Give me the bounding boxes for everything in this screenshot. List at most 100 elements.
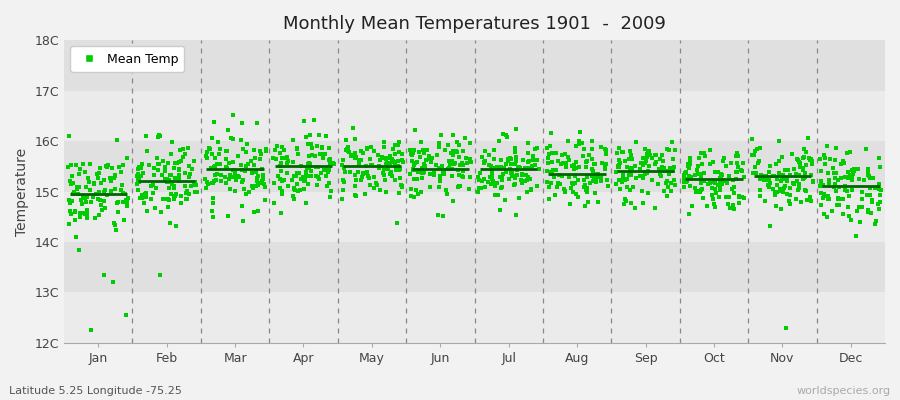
Point: [778, 176, 793, 182]
Point: [105, 279, 120, 286]
Point: [725, 177, 740, 184]
Point: [590, 173, 605, 180]
Point: [775, 153, 789, 160]
Point: [694, 187, 708, 194]
Point: [540, 155, 554, 162]
Point: [587, 175, 601, 181]
Point: [415, 170, 429, 176]
Point: [863, 175, 878, 181]
Point: [763, 162, 778, 169]
Point: [666, 156, 680, 162]
Point: [304, 144, 319, 151]
Point: [306, 116, 320, 123]
Point: [504, 156, 518, 162]
Point: [364, 162, 379, 168]
Point: [816, 193, 831, 199]
Point: [814, 178, 828, 184]
Point: [699, 202, 714, 209]
Point: [140, 148, 154, 154]
Point: [291, 151, 305, 157]
Point: [165, 150, 179, 157]
Point: [392, 149, 407, 155]
Point: [66, 180, 80, 186]
Point: [119, 196, 133, 203]
Point: [415, 165, 429, 171]
Point: [683, 161, 698, 168]
Point: [872, 205, 886, 212]
Point: [205, 214, 220, 220]
Point: [580, 189, 594, 195]
Point: [731, 153, 745, 160]
Point: [63, 178, 77, 184]
Point: [435, 163, 449, 170]
Point: [635, 175, 650, 181]
Point: [563, 184, 578, 191]
Point: [174, 200, 188, 206]
Point: [619, 198, 634, 204]
Point: [404, 151, 419, 157]
Point: [484, 181, 499, 188]
Point: [418, 162, 432, 169]
Point: [503, 154, 517, 161]
Point: [845, 166, 859, 173]
Point: [62, 208, 77, 214]
Point: [162, 185, 176, 191]
Point: [65, 173, 79, 179]
Point: [374, 154, 389, 160]
Point: [757, 177, 771, 184]
Point: [393, 181, 408, 188]
Point: [242, 189, 256, 196]
Point: [542, 195, 556, 202]
Point: [286, 136, 301, 143]
Point: [274, 144, 289, 150]
Point: [789, 196, 804, 202]
Point: [323, 159, 338, 166]
Point: [782, 197, 796, 204]
Point: [714, 181, 728, 188]
Point: [404, 149, 419, 155]
Point: [569, 190, 583, 197]
Point: [290, 144, 304, 151]
Point: [544, 129, 558, 136]
Point: [202, 146, 217, 152]
Point: [595, 160, 609, 167]
Point: [620, 164, 634, 170]
Point: [87, 215, 102, 222]
Point: [657, 165, 671, 171]
Point: [455, 174, 470, 180]
Point: [835, 211, 850, 218]
Point: [254, 150, 268, 157]
Point: [340, 144, 355, 151]
Point: [108, 221, 122, 228]
Point: [338, 147, 353, 153]
Point: [477, 158, 491, 164]
Point: [345, 152, 359, 158]
Point: [211, 160, 225, 167]
Point: [577, 184, 591, 191]
Point: [790, 156, 805, 162]
Point: [258, 145, 273, 152]
Point: [873, 199, 887, 206]
Point: [578, 202, 592, 209]
Point: [349, 177, 364, 183]
Point: [661, 168, 675, 174]
Point: [633, 172, 647, 179]
Point: [723, 205, 737, 211]
Point: [793, 163, 807, 170]
Point: [116, 190, 130, 196]
Point: [834, 196, 849, 202]
Point: [714, 176, 728, 182]
Point: [548, 150, 562, 156]
Point: [844, 174, 859, 181]
Point: [244, 158, 258, 164]
Point: [778, 183, 792, 189]
Point: [562, 174, 577, 180]
Point: [147, 171, 161, 178]
Point: [371, 152, 385, 158]
Point: [648, 158, 662, 165]
Point: [388, 163, 402, 169]
Point: [832, 195, 846, 201]
Point: [352, 158, 366, 164]
Point: [172, 159, 186, 166]
Point: [682, 173, 697, 180]
